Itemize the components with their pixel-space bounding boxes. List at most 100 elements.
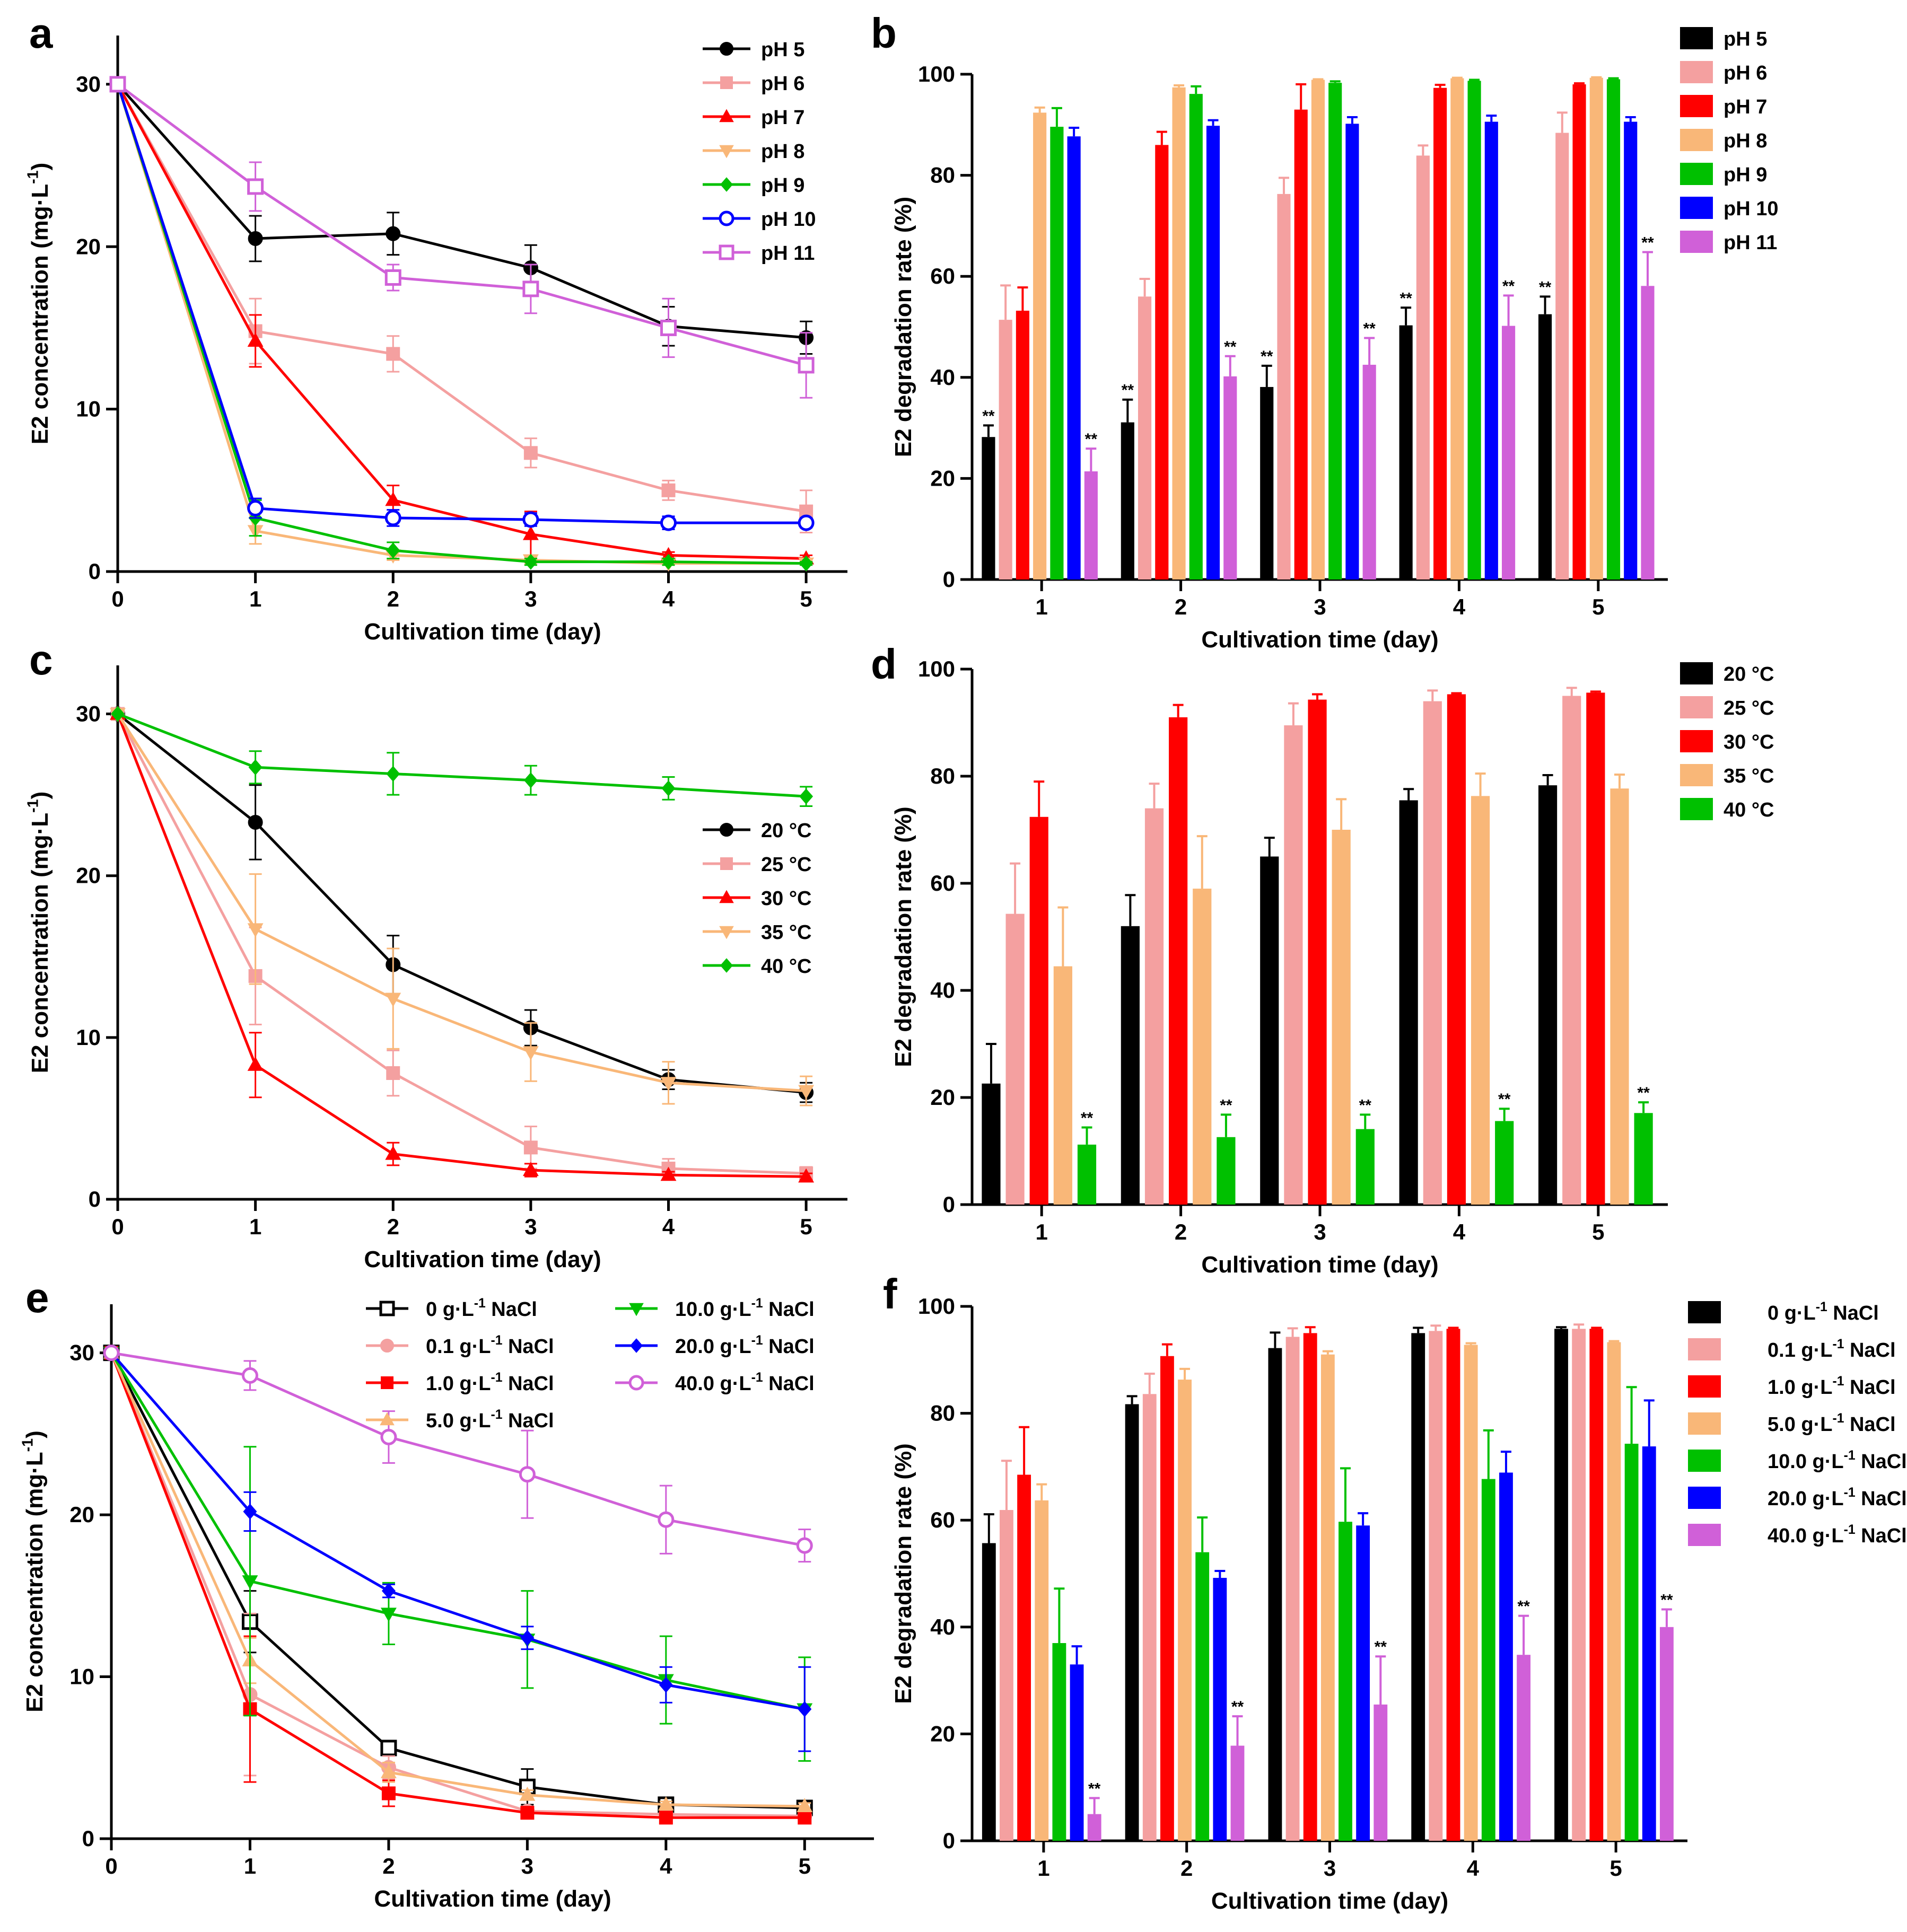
legend-marker: [629, 1303, 644, 1316]
bar: [1033, 112, 1047, 580]
data-point: [798, 357, 815, 374]
legend-swatch: [1688, 1524, 1721, 1546]
x-tick-label: 0: [105, 1854, 117, 1878]
bar: [1230, 1745, 1245, 1841]
bar: [1260, 387, 1274, 579]
legend-label: 40.0 g·L-1 NaCl: [675, 1371, 815, 1395]
data-point: [519, 1786, 536, 1801]
series-line: [117, 713, 807, 798]
legend: 20 °C 25 °C 30 °C 35 °C 40 °C: [703, 820, 811, 978]
bar: [1411, 1333, 1425, 1841]
series-5: [1070, 1399, 1656, 1841]
legend-label-main: 0 g·L: [1768, 1302, 1816, 1324]
data-point: [523, 1140, 538, 1155]
significance-label: **: [1220, 1096, 1232, 1114]
data-point: [386, 766, 400, 782]
bar: [999, 320, 1012, 579]
legend-swatch: [1680, 662, 1713, 684]
legend-marker: [719, 210, 734, 226]
legend-item: 1.0 g·L-1 NaCl: [366, 1371, 554, 1395]
legend-label-main: 10.0 g·L: [675, 1298, 751, 1321]
y-axis-label: E2 degradation rate (%): [890, 1443, 916, 1703]
series-5: [109, 76, 815, 531]
y-tick-label: 100: [918, 1294, 955, 1319]
x-tick-label: 5: [800, 1214, 812, 1239]
legend-label: 0.1 g·L-1 NaCl: [426, 1333, 554, 1358]
legend-label: 5.0 g·L-1 NaCl: [1768, 1411, 1896, 1436]
series-line: [111, 1351, 805, 1547]
series-line: [110, 1352, 805, 1819]
bar: [1501, 326, 1516, 579]
legend-item: 40.0 g·L-1 NaCl: [615, 1371, 815, 1395]
y-tick-label: 60: [930, 264, 955, 288]
legend-item: 0.1 g·L-1 NaCl: [366, 1333, 554, 1358]
legend-label-end: NaCl: [763, 1373, 815, 1395]
series-0: ** ** ** ** **: [982, 278, 1552, 579]
bar: [1142, 1394, 1157, 1841]
significance-label: **: [1641, 234, 1654, 251]
significance-label: **: [1660, 1592, 1673, 1609]
data-point: [522, 1046, 539, 1060]
legend-item: 0.1 g·L-1 NaCl: [1688, 1337, 1896, 1362]
data-point: [523, 772, 538, 788]
legend-item: 35 °C: [1680, 764, 1774, 787]
data-point: [241, 1367, 258, 1384]
legend-label-end: NaCl: [486, 1298, 537, 1321]
legend-label-sup: -1: [751, 1296, 763, 1311]
legend-label-end: NaCl: [1844, 1413, 1895, 1436]
bar: [1399, 325, 1413, 579]
x-tick-label: 4: [662, 586, 675, 611]
data-point: [520, 1630, 535, 1646]
y-tick-label: 20: [76, 234, 101, 259]
legend-label-main: 40.0 g·L: [675, 1373, 751, 1395]
y-axis-label-sup: -1: [25, 799, 42, 813]
legend-item: 10.0 g·L-1 NaCl: [615, 1296, 815, 1321]
legend-label-sup: -1: [1844, 1486, 1856, 1500]
legend-marker: [720, 857, 733, 870]
legend-label-sup: -1: [1816, 1300, 1827, 1314]
bar: [1450, 78, 1464, 579]
series-line: [116, 713, 807, 1093]
x-tick-label: 1: [249, 1214, 261, 1239]
bar: [1195, 1552, 1210, 1841]
bar: [1659, 1627, 1674, 1841]
bar: [1538, 785, 1558, 1205]
legend-label: pH 11: [1724, 232, 1777, 254]
data-point: [798, 1701, 812, 1717]
bar: [1260, 856, 1279, 1205]
legend-marker: [720, 958, 733, 973]
y-tick-label: 20: [76, 863, 101, 888]
data-point: [660, 1166, 677, 1181]
data-point: [660, 514, 677, 531]
data-point: [103, 1345, 120, 1362]
y-axis-label-sup: -1: [20, 1438, 37, 1452]
bar: [1053, 966, 1072, 1205]
panel-letter: c: [29, 636, 53, 683]
legend-label: 0 g·L-1 NaCl: [1768, 1300, 1879, 1324]
bar: [1005, 914, 1025, 1205]
legend-label-main: 20.0 g·L: [675, 1336, 751, 1358]
legend-label: pH 7: [1724, 96, 1767, 118]
legend-item: 20.0 g·L-1 NaCl: [615, 1333, 815, 1358]
series-line: [117, 713, 807, 1094]
bar: [1467, 81, 1481, 579]
significance-label: **: [1363, 320, 1376, 337]
legend-item: 10.0 g·L-1 NaCl: [1688, 1448, 1907, 1473]
legend: pH 5 pH 6 pH 7 pH 8 pH 9 pH 10 pH 11: [1680, 27, 1778, 254]
y-tick-label: 40: [930, 365, 955, 390]
y-tick-label: 20: [930, 466, 955, 490]
legend-marker: [719, 890, 734, 903]
legend-marker: [719, 145, 734, 159]
legend-item: 1.0 g·L-1 NaCl: [1688, 1374, 1896, 1399]
bar: [1606, 79, 1621, 579]
legend-swatch: [1680, 163, 1713, 185]
legend-swatch: [1680, 27, 1713, 49]
x-axis-label: Cultivation time (day): [364, 619, 601, 645]
x-axis-label: Cultivation time (day): [1201, 1252, 1438, 1278]
x-tick-label: 1: [1037, 1856, 1049, 1881]
x-tick-label: 2: [387, 586, 399, 611]
bar: [1213, 1578, 1227, 1841]
x-tick-label: 3: [1314, 594, 1326, 619]
significance-label: **: [1122, 382, 1134, 399]
bar: [1464, 1345, 1478, 1841]
